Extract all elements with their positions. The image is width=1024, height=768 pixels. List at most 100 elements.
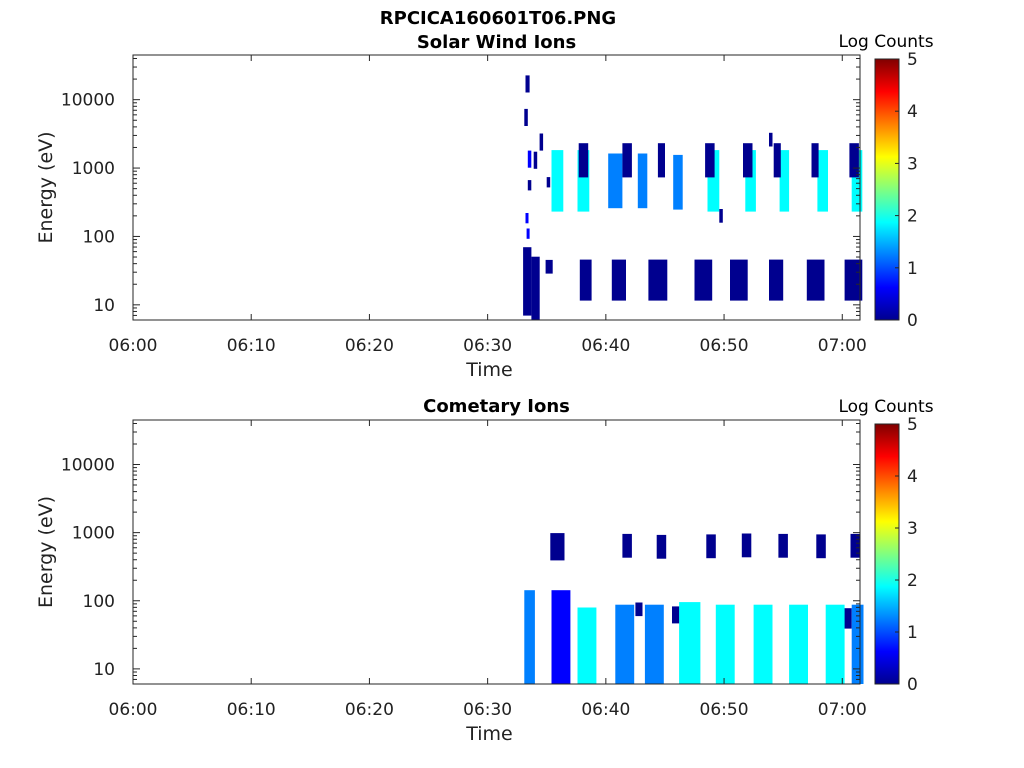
x-tick-label: 06:20 — [345, 336, 394, 356]
heatmap-cell — [524, 590, 535, 684]
x-tick-label: 07:00 — [818, 336, 867, 356]
panel-solar-wind-ions: Solar Wind Ions 06:00 06:10 06:20 06:30 06:40… — [35, 32, 934, 381]
heatmap-cell — [550, 533, 565, 561]
y-axis-label: Energy (eV) — [35, 496, 57, 608]
heatmap-cell — [778, 533, 788, 558]
heatmap-cell — [753, 604, 773, 684]
x-tick-label: 06:10 — [227, 336, 276, 356]
colorbar-tick-label: 1 — [907, 259, 918, 279]
heatmap-cell — [531, 256, 540, 320]
heatmap-cell — [844, 259, 863, 301]
x-tick-label: 06:20 — [345, 700, 394, 720]
y-axis-label: Energy (eV) — [35, 131, 57, 243]
heatmap-cell — [825, 604, 845, 684]
x-tick-label: 07:00 — [818, 700, 867, 720]
panel-title: Cometary Ions — [423, 396, 570, 417]
x-axis-label: Time — [465, 723, 513, 745]
colorbar-tick-label: 4 — [907, 102, 918, 122]
heatmap-cell — [779, 150, 790, 212]
panel-cometary-ions: Cometary Ions 06:00 06:10 06:20 06:30 06:40 06… — [35, 396, 934, 745]
colorbar-scale — [874, 58, 900, 321]
y-tick-label: 10000 — [61, 91, 115, 111]
heatmap-cell — [578, 143, 589, 178]
heatmap-cell — [789, 604, 808, 684]
heatmap-cell — [579, 259, 592, 301]
heatmap-cell — [523, 247, 532, 316]
heatmap-cell — [527, 150, 532, 168]
y-tick-label: 10000 — [61, 456, 115, 476]
heatmap-cell — [851, 150, 863, 212]
colorbar-tick-label: 2 — [907, 571, 918, 591]
heatmap-cell — [811, 143, 819, 178]
heatmap-cell — [657, 143, 665, 178]
x-axis-label: Time — [465, 359, 513, 381]
plot-frame — [132, 54, 861, 321]
heatmap-cell — [656, 534, 667, 559]
heatmap-cell — [730, 259, 748, 301]
heatmap-cell — [545, 259, 553, 274]
colorbar-tick-label: 3 — [907, 154, 918, 174]
heatmap-cell — [577, 150, 590, 212]
heatmap-cell — [817, 150, 828, 212]
colorbar-tick-label: 5 — [907, 415, 918, 435]
heatmap-cell — [608, 153, 623, 209]
heatmap-cell — [741, 533, 752, 558]
heatmap-cell — [707, 150, 720, 212]
heatmap-cell — [648, 259, 668, 301]
x-tick-label: 06:50 — [700, 700, 749, 720]
colorbar-title: Log Counts — [838, 32, 933, 52]
heatmap-cell — [769, 259, 784, 301]
heatmap-cell — [706, 534, 716, 559]
heatmap-cell — [705, 143, 715, 178]
heatmap-cell — [524, 108, 528, 126]
heatmap-cell — [622, 533, 632, 558]
colorbar-tick-label: 1 — [907, 623, 918, 643]
heatmap-cell — [635, 602, 643, 617]
heatmap-cell — [577, 607, 597, 684]
heatmap-cell — [719, 209, 723, 223]
colorbar-tick-label: 5 — [907, 50, 918, 70]
colorbar-scale — [874, 423, 900, 685]
colorbar-tick-label: 2 — [907, 207, 918, 227]
x-tick-label: 06:40 — [581, 336, 630, 356]
colorbar-title: Log Counts — [838, 397, 933, 417]
y-tick-label: 1000 — [72, 159, 115, 179]
heatmap-cell — [773, 143, 781, 178]
x-tick-label: 06:50 — [700, 336, 749, 356]
heatmap-cell — [644, 604, 664, 684]
heatmap-cell — [816, 534, 826, 559]
heatmap-cell — [611, 259, 626, 301]
colorbar-tick-label: 3 — [907, 519, 918, 539]
heatmap-cell — [743, 143, 753, 178]
x-tick-label: 06:00 — [109, 336, 158, 356]
x-tick-label: 06:00 — [109, 700, 158, 720]
heatmap-cell — [715, 604, 735, 684]
y-tick-label: 100 — [83, 592, 115, 612]
heatmap-cell — [637, 153, 648, 209]
y-tick-label: 10 — [93, 660, 115, 680]
colorbar-tick-label: 0 — [907, 675, 918, 695]
heatmap-cell — [527, 180, 532, 191]
heatmap-cell — [672, 606, 684, 624]
heatmap-cell — [850, 533, 860, 558]
y-tick-label: 10 — [93, 296, 115, 316]
heatmap-cell — [525, 213, 529, 224]
y-tick-label: 1000 — [72, 524, 115, 544]
x-tick-label: 06:40 — [581, 700, 630, 720]
heatmap-cell — [622, 143, 632, 178]
y-tick-label: 100 — [83, 227, 115, 247]
heatmap-cell — [769, 132, 773, 147]
x-tick-label: 06:30 — [463, 336, 512, 356]
heatmap-cell — [745, 150, 756, 212]
heatmap-cell — [615, 604, 635, 684]
heatmap-cell — [551, 150, 564, 212]
heatmap-cell — [679, 602, 701, 684]
heatmap-cell — [694, 259, 713, 301]
colorbar-tick-label: 4 — [907, 467, 918, 487]
colorbar-tick-label: 0 — [907, 311, 918, 331]
heatmap-cell — [851, 604, 864, 684]
heatmap-cell — [551, 590, 571, 684]
